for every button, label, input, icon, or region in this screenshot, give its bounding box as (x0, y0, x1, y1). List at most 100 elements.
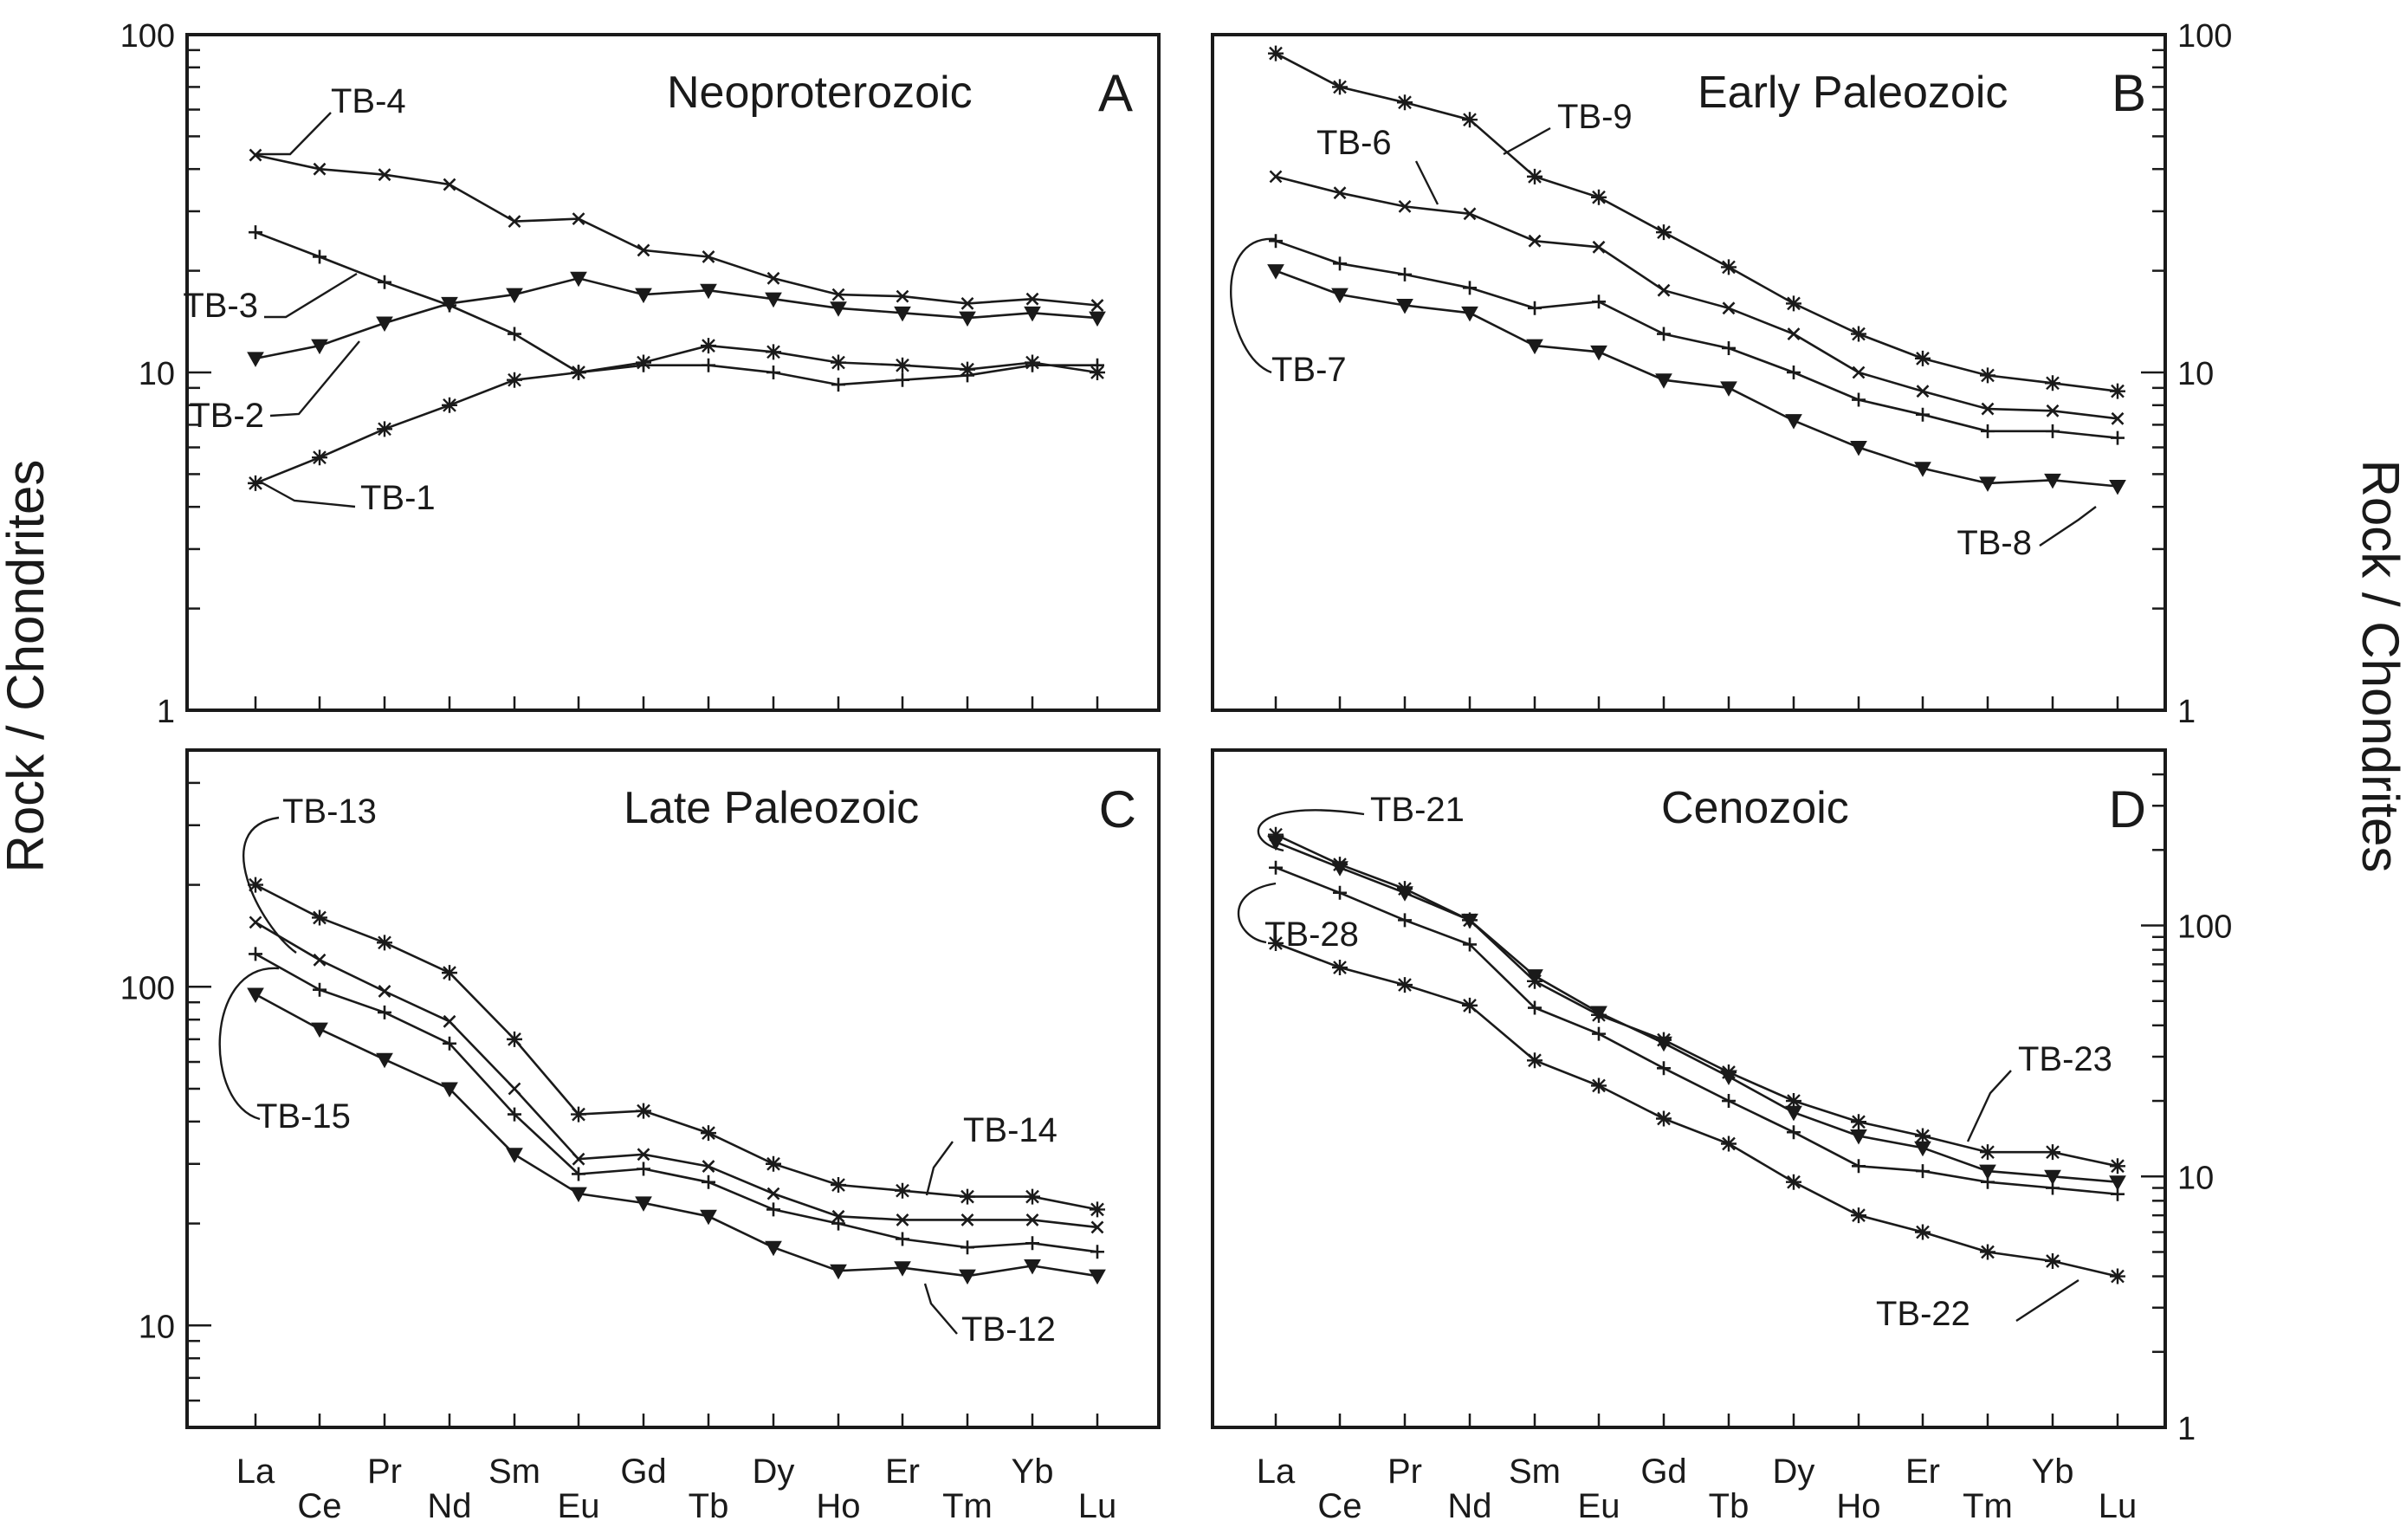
x-tick-label: Tm (1963, 1487, 2013, 1525)
series-label: TB-21 (1370, 791, 1465, 829)
data-point (1462, 997, 1478, 1013)
marker-triangle-shape (1914, 1141, 1931, 1157)
data-point (1850, 441, 1867, 456)
marker-triangle-shape (2044, 1169, 2061, 1186)
marker-asterisk-shape (377, 421, 392, 437)
data-point (700, 283, 717, 300)
data-point (312, 450, 327, 466)
marker-triangle-shape (959, 1269, 976, 1285)
marker-triangle-shape (1526, 339, 1543, 355)
data-point (572, 212, 585, 226)
data-point (765, 1240, 782, 1257)
panel-c-y-tick-label: 100 (120, 970, 175, 1006)
marker-x-shape (766, 271, 780, 285)
marker-asterisk-shape (571, 365, 586, 380)
series-label: TB-22 (1876, 1295, 1970, 1333)
marker-asterisk-shape (312, 909, 327, 926)
panel-c-title: Late Paleozoic (624, 783, 919, 833)
marker-plus-shape (1398, 913, 1412, 928)
marker-plus-shape (1269, 234, 1283, 249)
marker-triangle-shape (570, 271, 587, 288)
series-leader-line (1414, 160, 1439, 205)
data-point (959, 311, 976, 327)
marker-asterisk-shape (1980, 367, 1995, 384)
data-point (1462, 112, 1478, 128)
data-point (1269, 860, 1283, 875)
marker-triangle-shape (441, 296, 458, 313)
marker-triangle-shape (635, 288, 652, 304)
data-point (1024, 1259, 1041, 1275)
marker-triangle-shape (700, 1209, 717, 1226)
data-point (1397, 94, 1413, 111)
marker-asterisk-shape (442, 965, 457, 981)
marker-asterisk-shape (1462, 997, 1478, 1013)
marker-triangle-shape (1850, 1129, 1867, 1145)
marker-x-shape (1916, 385, 1930, 398)
x-tick-label: Tb (689, 1487, 729, 1525)
x-tick-label: Gd (1640, 1453, 1686, 1491)
marker-x-shape (896, 1213, 909, 1226)
data-point (1526, 969, 1543, 985)
data-point (1333, 256, 1347, 271)
data-point (1657, 283, 1671, 297)
marker-x-shape (1333, 186, 1347, 200)
data-point (2111, 430, 2125, 445)
marker-x-shape (1528, 234, 1542, 248)
marker-x-shape (831, 1209, 845, 1223)
marker-plus-shape (249, 947, 262, 961)
marker-asterisk-shape (507, 1031, 522, 1047)
marker-plus-shape (249, 225, 262, 240)
data-point (1269, 170, 1283, 184)
data-point (1528, 1000, 1542, 1015)
marker-asterisk-shape (1025, 354, 1040, 371)
data-point (636, 354, 651, 371)
marker-asterisk-shape (1851, 1207, 1866, 1224)
data-point (378, 168, 391, 182)
marker-triangle-shape (247, 352, 264, 367)
marker-plus-shape (443, 1036, 456, 1051)
data-point (1463, 207, 1477, 221)
marker-asterisk-shape (1591, 189, 1607, 205)
marker-x-shape (896, 289, 909, 303)
marker-asterisk-shape (701, 338, 716, 354)
series-line (1275, 866, 2118, 1195)
marker-triangle-shape (376, 1052, 393, 1069)
data-point (1787, 366, 1801, 379)
data-point (1980, 1244, 1995, 1260)
data-point (2110, 383, 2125, 399)
data-point (1398, 913, 1412, 928)
marker-asterisk-shape (248, 475, 263, 491)
data-point (570, 1187, 587, 1203)
marker-plus-shape (1592, 1026, 1606, 1041)
marker-triangle-shape (247, 987, 264, 1004)
marker-plus-shape (1981, 424, 1995, 438)
marker-plus-shape (1333, 885, 1347, 900)
marker-x-shape (1852, 366, 1866, 379)
marker-triangle-shape (635, 1196, 652, 1212)
marker-plus-shape (1398, 267, 1412, 281)
data-point (506, 1148, 523, 1163)
data-point (1979, 1164, 1996, 1181)
marker-triangle-shape (506, 1148, 523, 1163)
marker-plus-shape (1528, 301, 1542, 315)
series-tb-13 (243, 816, 1105, 1218)
data-point (766, 1202, 780, 1217)
x-tick-label: Tm (942, 1487, 993, 1525)
data-point (1981, 424, 1995, 438)
marker-asterisk-shape (377, 935, 392, 951)
data-point (1463, 281, 1477, 295)
data-point (2044, 1169, 2061, 1186)
data-point (1852, 392, 1866, 407)
marker-asterisk-shape (1268, 826, 1284, 843)
marker-triangle-shape (1979, 476, 1996, 492)
panel-d-y-ticks (2141, 748, 2165, 1429)
marker-plus-shape (702, 1174, 715, 1189)
data-point (1916, 407, 1930, 422)
data-point (1722, 340, 1736, 355)
series-layer (218, 45, 2126, 1335)
marker-triangle-shape (700, 283, 717, 300)
marker-asterisk-shape (2045, 1144, 2060, 1161)
marker-triangle-shape (1850, 441, 1867, 456)
marker-plus-shape (766, 366, 780, 379)
data-point (2110, 1268, 2125, 1284)
